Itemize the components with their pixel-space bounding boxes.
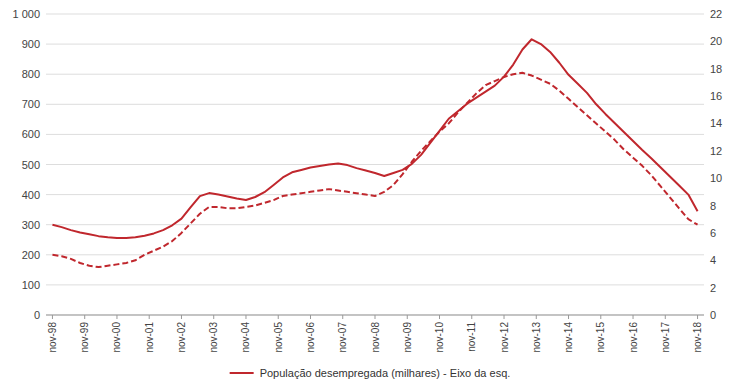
x-tick (697, 315, 698, 319)
x-tick (342, 315, 343, 319)
grid-line (46, 164, 704, 165)
x-tick (407, 315, 408, 319)
x-tick (52, 315, 53, 319)
x-tick-label: nov-10 (434, 322, 445, 353)
grid-line (46, 134, 704, 135)
y-tick-label: 300 (22, 219, 40, 231)
line (52, 39, 697, 238)
grid (46, 14, 704, 315)
y2-tick-label: 12 (710, 145, 722, 157)
x-tick-label: nov-18 (692, 322, 703, 353)
x-tick-label: nov-05 (273, 322, 284, 353)
x-tick-label: nov-12 (499, 322, 510, 353)
x-tick-label: nov-16 (628, 322, 639, 353)
grid-line (46, 44, 704, 45)
y2-tick-label: 6 (710, 227, 716, 239)
x-tick (568, 315, 569, 319)
x-tick (504, 315, 505, 319)
y2-tick-label: 8 (710, 200, 716, 212)
legend-label: População desempregada (milhares) - Eixo… (260, 367, 511, 379)
y2-tick-label: 20 (710, 35, 722, 47)
grid-line (46, 284, 704, 285)
x-tick (536, 315, 537, 319)
x-tick-label: nov-07 (337, 322, 348, 353)
y2-tick-label: 10 (710, 172, 722, 184)
y-tick-label: 0 (34, 309, 40, 321)
y2-axis: 0 2 4 6 8 10 12 14 16 18 20 22 (710, 8, 722, 321)
y2-tick-label: 0 (710, 309, 716, 321)
y-tick-label: 1 000 (12, 8, 40, 20)
x-tick (375, 315, 376, 319)
x-tick (84, 315, 85, 319)
x-tick-label: nov-11 (466, 322, 477, 352)
x-tick-label: nov-03 (208, 322, 219, 353)
legend: População desempregada (milhares) - Eixo… (230, 367, 511, 379)
chart: 0 100 200 300 400 500 600 700 800 900 1 000 0 2 4 6 8 10… (0, 0, 740, 389)
x-tick (310, 315, 311, 319)
grid-line (46, 254, 704, 255)
y2-tick-label: 22 (710, 8, 722, 20)
x-tick-label: nov-08 (370, 322, 381, 353)
x-tick-label: nov-15 (595, 322, 606, 353)
x-tick (439, 315, 440, 319)
x-axis: nov-98 nov-99 nov-00 nov-01 nov-02 nov-03 nov-… (46, 315, 704, 353)
y2-tick-label: 18 (710, 63, 722, 75)
x-tick (633, 315, 634, 319)
grid-line (46, 104, 704, 105)
y2-tick-label: 2 (710, 282, 716, 294)
x-tick (116, 315, 117, 319)
x-tick (213, 315, 214, 319)
y-tick-label: 100 (22, 279, 40, 291)
x-tick-label: nov-00 (111, 322, 122, 353)
x-tick-label: nov-98 (47, 322, 58, 353)
x-tick-label: nov-06 (305, 322, 316, 353)
grid-line (46, 74, 704, 75)
x-tick (471, 315, 472, 319)
y2-tick-label: 16 (710, 90, 722, 102)
y-tick-label: 900 (22, 38, 40, 50)
grid-line (46, 224, 704, 225)
x-tick (245, 315, 246, 319)
y-tick-label: 200 (22, 249, 40, 261)
y-tick-label: 600 (22, 128, 40, 140)
x-tick-label: nov-14 (563, 322, 574, 353)
y-tick-label: 500 (22, 159, 40, 171)
x-tick (665, 315, 666, 319)
x-tick-label: nov-01 (144, 322, 155, 353)
y-tick-label: 700 (22, 98, 40, 110)
x-tick-label: nov-02 (176, 322, 187, 353)
x-tick-label: nov-04 (240, 322, 251, 353)
x-tick (181, 315, 182, 319)
x-tick (278, 315, 279, 319)
y2-tick-label: 4 (710, 254, 716, 266)
x-tick-label: nov-09 (402, 322, 413, 353)
x-tick (600, 315, 601, 319)
x-tick-label: nov-99 (79, 322, 90, 353)
y2-tick-label: 14 (710, 117, 722, 129)
x-tick-label: nov-17 (660, 322, 671, 353)
x-tick-label: nov-13 (531, 322, 542, 353)
grid-line (46, 14, 704, 15)
x-tick (149, 315, 150, 319)
y-tick-label: 800 (22, 68, 40, 80)
y-axis: 0 100 200 300 400 500 600 700 800 900 1 000 (12, 8, 40, 321)
legend-swatch (230, 372, 254, 374)
line (52, 73, 697, 267)
series-group (52, 39, 697, 267)
y-tick-label: 400 (22, 189, 40, 201)
